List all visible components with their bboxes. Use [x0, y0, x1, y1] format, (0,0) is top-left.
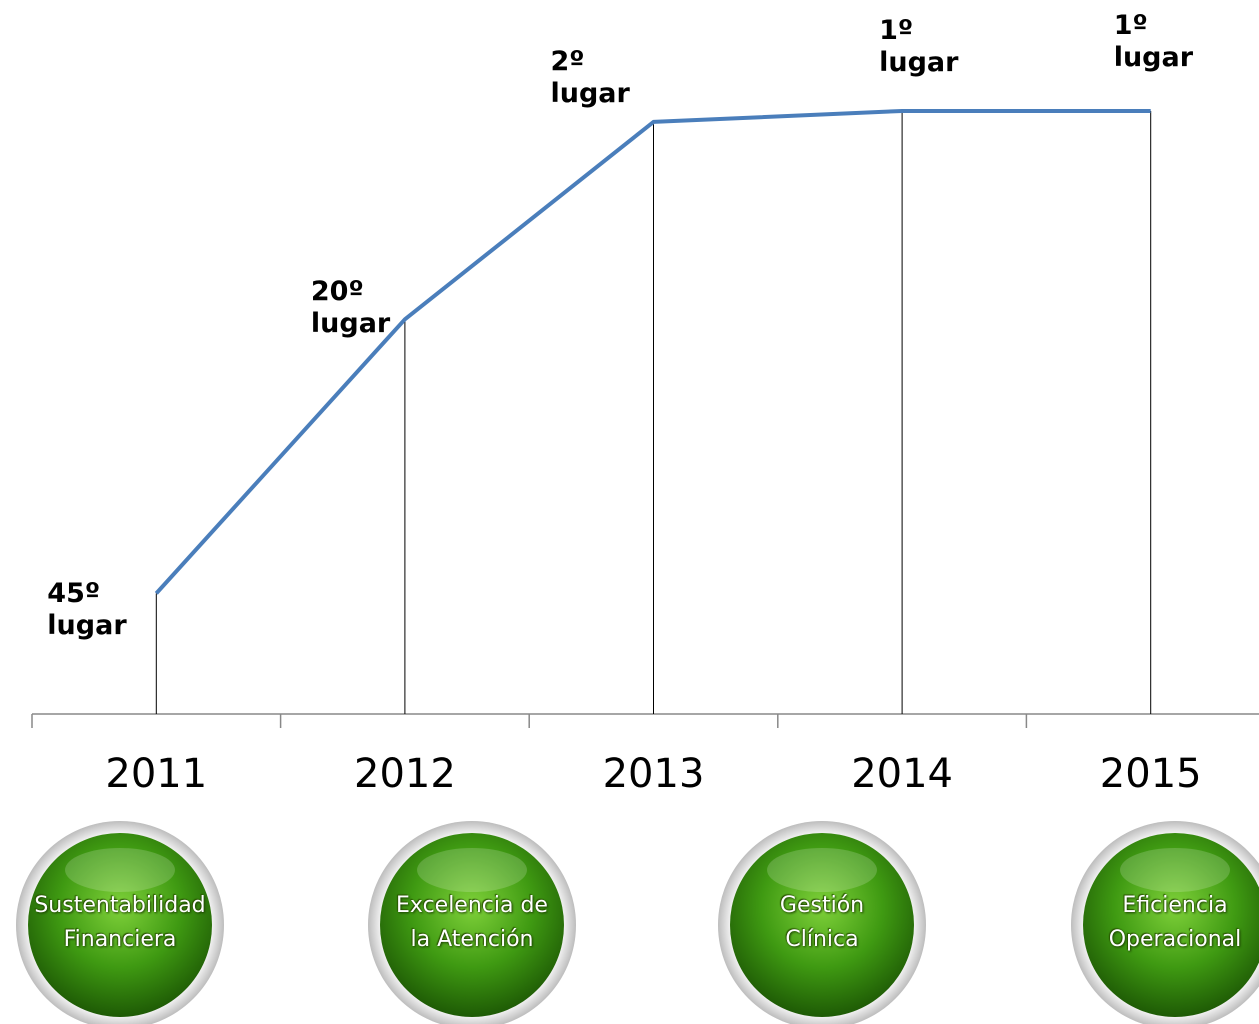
x-tick-label: 2012	[354, 751, 456, 797]
pillar-shine	[65, 848, 175, 892]
pillar-shine	[767, 848, 877, 892]
pillar-button	[730, 833, 914, 1017]
data-label: 2º lugar	[550, 45, 630, 109]
data-label: 1º lugar	[879, 14, 959, 78]
pillar-label: Gestión Clínica	[779, 893, 865, 952]
pillar-shine	[417, 848, 527, 892]
x-tick-label: 2011	[105, 751, 207, 797]
pillar-label: Excelencia de la Atención	[396, 893, 548, 952]
pillar-button	[28, 833, 212, 1017]
x-tick-label: 2013	[603, 751, 705, 797]
data-label: 20º lugar	[310, 276, 391, 340]
data-label: 45º lugar	[47, 578, 127, 642]
x-tick-label: 2015	[1100, 751, 1202, 797]
pillar-label: Eficiencia Operacional	[1108, 893, 1242, 952]
pillar-label: Sustentabilidad Financiera	[34, 893, 206, 952]
pillar-button	[380, 833, 564, 1017]
data-label: 1º lugar	[1113, 9, 1194, 73]
x-tick-label: 2014	[851, 751, 953, 797]
pillar-shine	[1120, 848, 1230, 892]
line	[154, 108, 1151, 595]
pillar-button	[1083, 833, 1259, 1017]
